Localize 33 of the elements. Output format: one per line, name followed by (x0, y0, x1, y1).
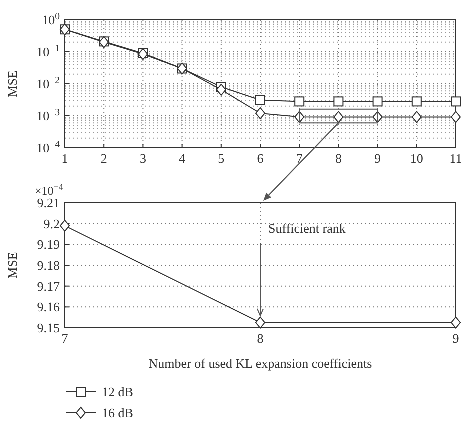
x-tick-label: 7 (62, 331, 69, 346)
y-tick-label: 9.19 (37, 237, 60, 252)
y-tick-label: 9.21 (37, 196, 60, 210)
y-tick-label: 9.16 (37, 300, 60, 315)
y-tick-label: 10$^{−4}$ (36, 139, 60, 156)
y-tick-label: 10$^{−1}$ (36, 43, 60, 60)
y-axis-title: MSE (5, 252, 20, 279)
x-tick-label: 7 (296, 151, 304, 166)
x-tick-label: 10 (410, 151, 424, 166)
x-axis-title: Number of used KL expansion coefficients (148, 356, 372, 371)
x-tick-label: 6 (257, 151, 264, 166)
legend-label: 12 dB (102, 384, 134, 400)
x-tick-label: 8 (335, 151, 342, 166)
y-tick-label: 9.2 (44, 216, 60, 232)
x-tick-label: 8 (257, 331, 264, 346)
legend-label: 16 dB (102, 406, 134, 420)
ref-line-label: Sufficient rank (268, 221, 346, 236)
x-tick-label: 9 (374, 151, 382, 166)
x-tick-label: 2 (100, 151, 108, 166)
x-tick-label: 1 (62, 151, 68, 166)
text: ×10$^{−4}$ (35, 182, 64, 198)
x-tick-label: 4 (179, 151, 186, 166)
y-tick-label: 9.15 (37, 320, 60, 336)
y-tick-label: 10$^{−3}$ (36, 107, 60, 124)
x-tick-label: 11 (450, 151, 462, 166)
x-tick-label: 3 (140, 151, 146, 166)
y-tick-label: 10$^{0}$ (42, 11, 60, 28)
y-tick-label: 9.17 (37, 278, 60, 294)
y-axis-title: MSE (5, 70, 20, 98)
y-tick-label: 10$^{−2}$ (36, 75, 60, 92)
x-tick-label: 5 (218, 151, 225, 166)
y-tick-label: 9.18 (37, 258, 60, 273)
x-tick-label: 9 (452, 331, 460, 346)
